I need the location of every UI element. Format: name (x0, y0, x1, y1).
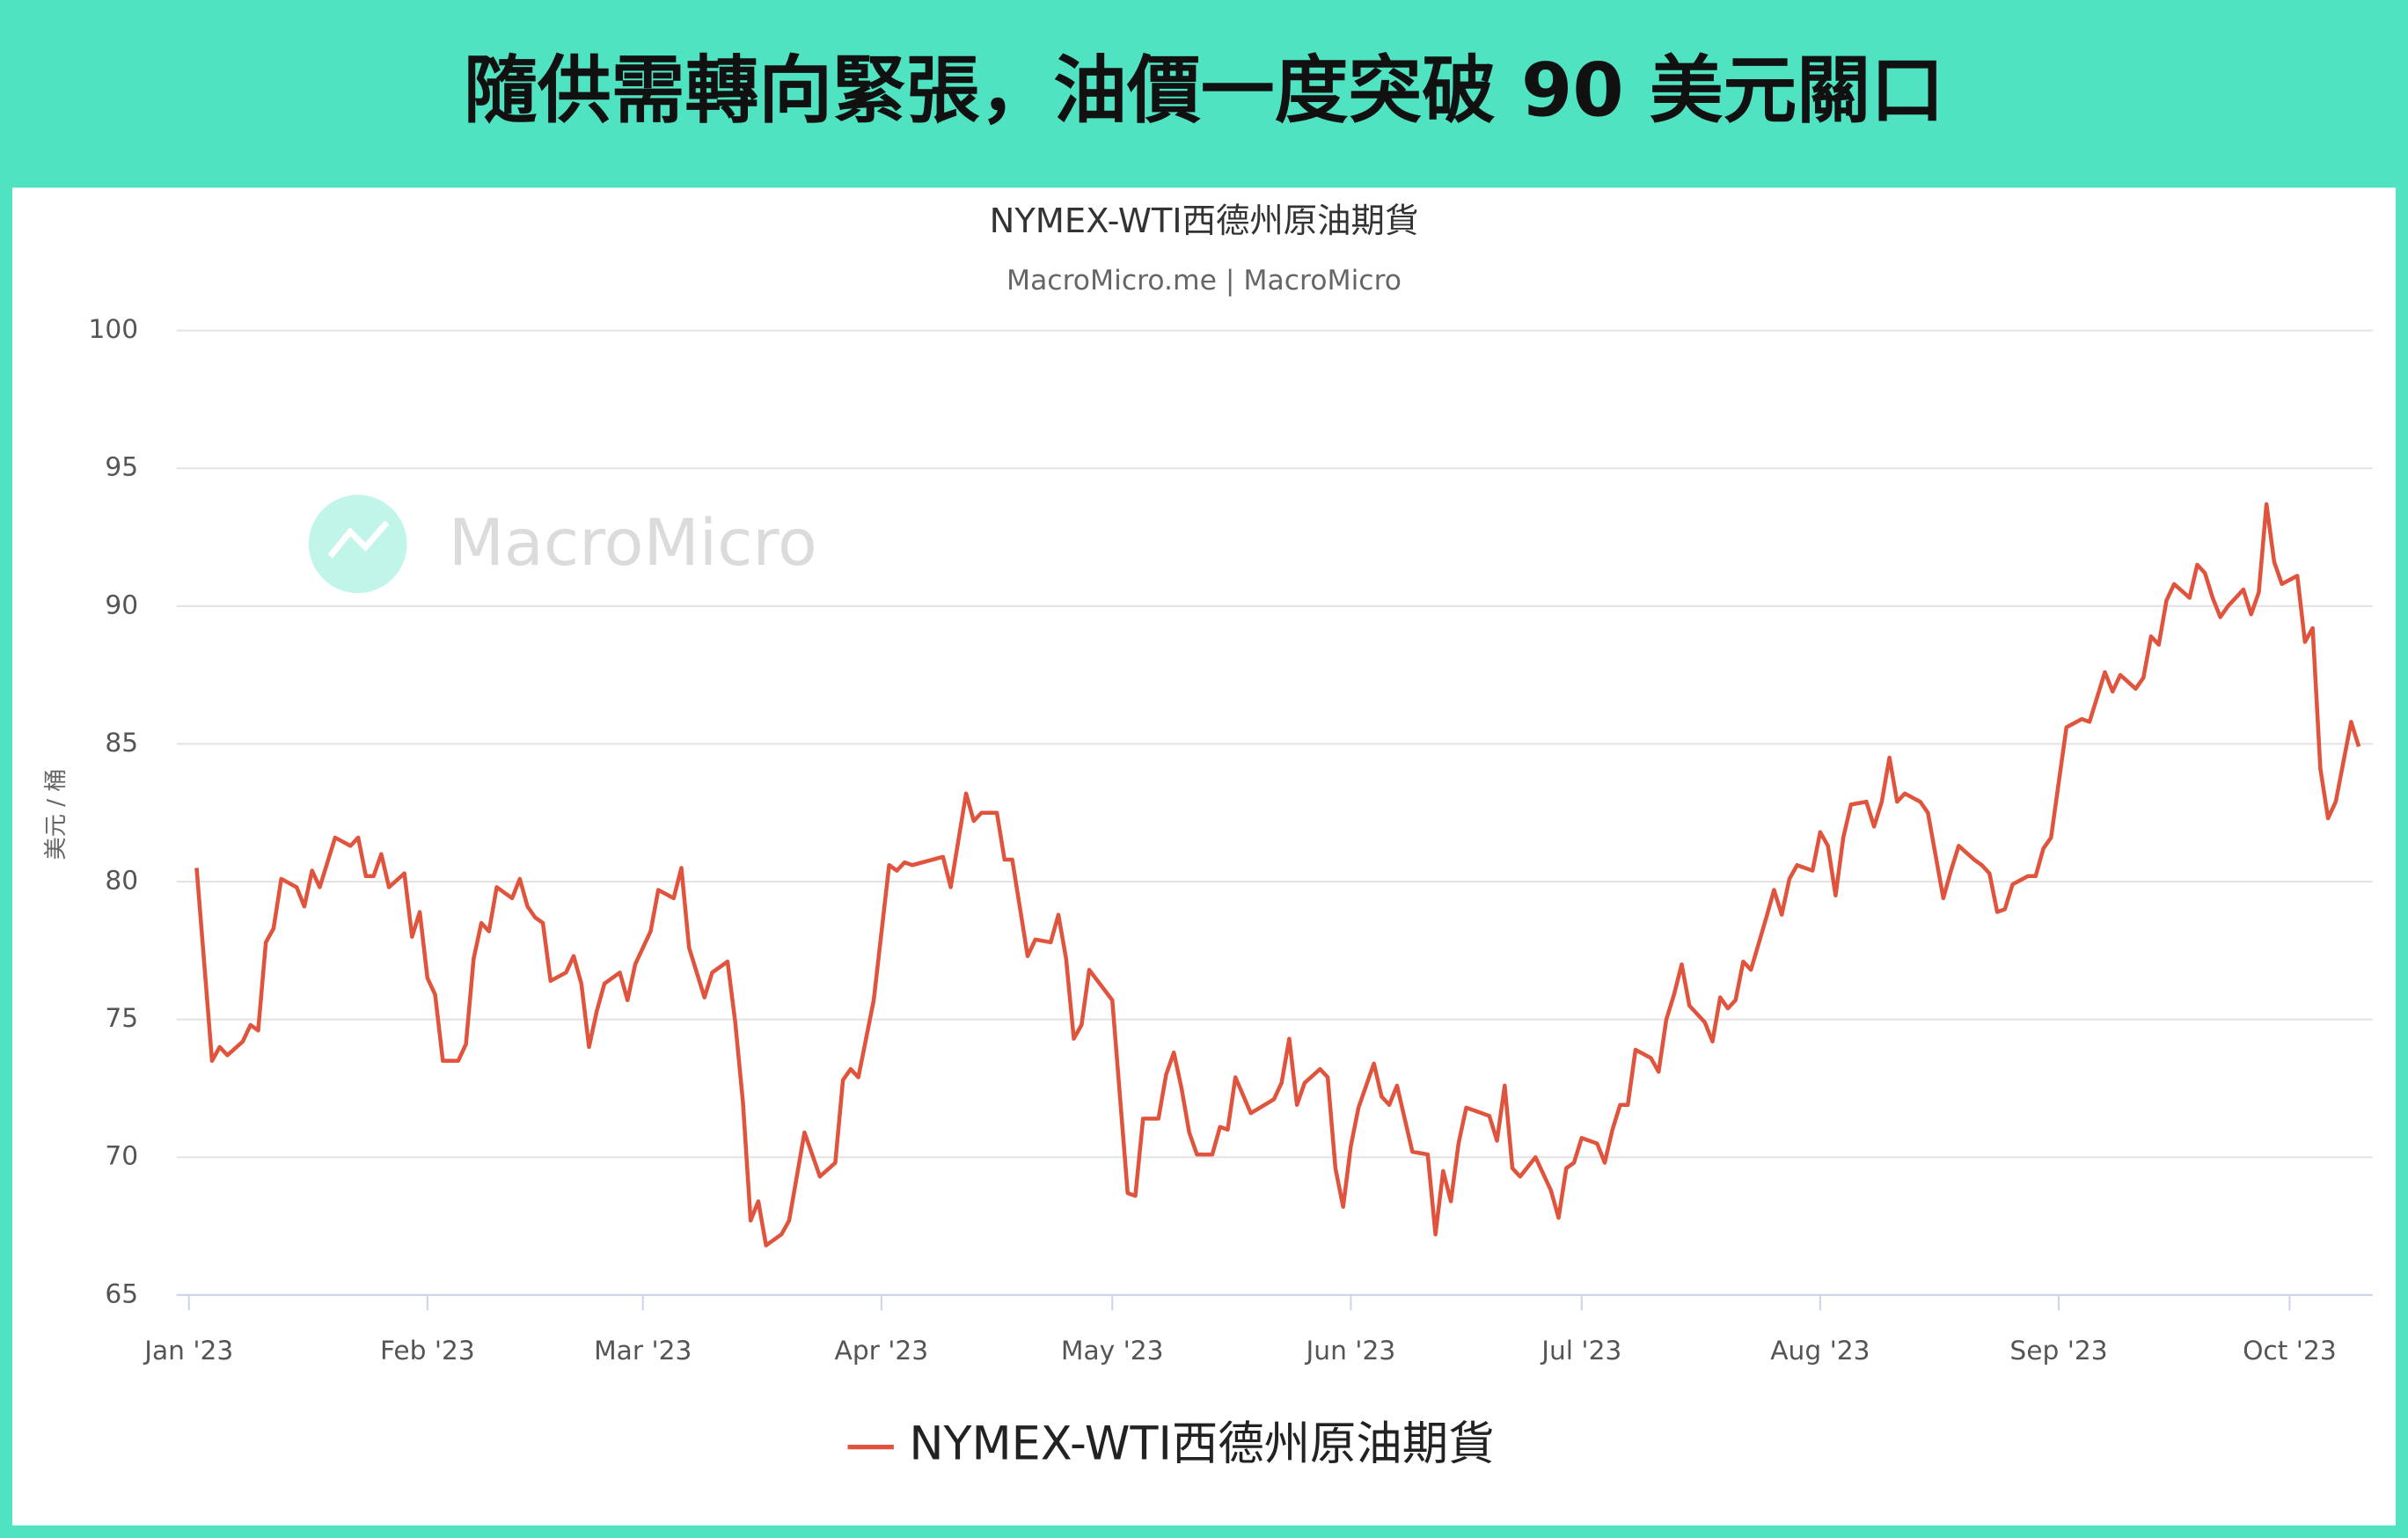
y-tick-label: 70 (105, 1140, 138, 1171)
x-tick-label: Mar '23 (594, 1335, 692, 1366)
x-tick-label: Jun '23 (1305, 1335, 1396, 1366)
y-tick-label: 85 (105, 727, 138, 758)
chart-title: NYMEX-WTI西德州原油期貨 (990, 201, 1419, 241)
x-tick-label: May '23 (1061, 1335, 1164, 1366)
chart-subtitle: MacroMicro.me | MacroMicro (1006, 265, 1402, 297)
x-tick-label: Apr '23 (835, 1335, 929, 1366)
y-tick-label: 75 (105, 1002, 138, 1033)
watermark: MacroMicro (449, 506, 817, 581)
panel (11, 187, 2397, 1526)
watermark-icon (327, 520, 390, 559)
watermark-group: MacroMicro (308, 494, 817, 594)
y-tick-label: 65 (105, 1278, 138, 1308)
y-tick-label: 95 (105, 451, 138, 482)
x-tick-label: Sep '23 (2009, 1335, 2107, 1366)
y-axis-label: 美元 / 桶 (43, 769, 70, 861)
data-line (194, 502, 2361, 1248)
watermark-logo (308, 494, 407, 594)
x-tick-label: Oct '23 (2243, 1335, 2337, 1366)
y-tick-label: 90 (105, 589, 138, 619)
y-tick-label: 100 (88, 313, 138, 344)
page-title: 隨供需轉向緊張，油價一度突破 90 美元關口 (464, 48, 1944, 134)
y-tick-label: 80 (105, 865, 138, 896)
x-tick-label: Jul '23 (1540, 1335, 1621, 1366)
x-tick-label: Aug '23 (1770, 1335, 1870, 1366)
legend-label: NYMEX-WTI西德州原油期貨 (909, 1417, 1494, 1471)
x-tick-label: Feb '23 (380, 1335, 475, 1366)
x-tick-label: Jan '23 (143, 1335, 233, 1366)
